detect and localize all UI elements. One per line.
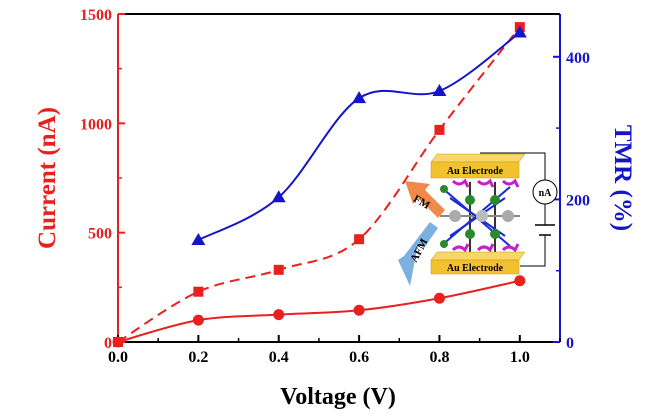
data-point-tmr: [512, 25, 527, 38]
afm-arrow-icon: [398, 222, 438, 286]
data-point-afm-current: [433, 292, 445, 304]
series-layer: [112, 22, 527, 348]
y-right-tick-label: 400: [566, 50, 590, 67]
top-electrode-face: [430, 153, 526, 163]
spin-icon: [501, 178, 520, 188]
y-left-tick-label: 1000: [80, 116, 112, 133]
y-right-tick-label: 200: [566, 192, 590, 209]
data-point-afm-current: [112, 336, 124, 348]
data-point-fm-current: [193, 286, 204, 297]
series-tmr: [191, 25, 527, 246]
circuit-wire: [480, 152, 546, 180]
bottom-electrode-label: Au Electrode: [447, 263, 504, 274]
x-tick-label: 0.2: [188, 349, 208, 366]
device-inset: nA Au Electrode: [398, 152, 558, 286]
data-point-tmr: [191, 233, 206, 246]
series-afm-current: [112, 275, 526, 348]
spin-icon: [476, 243, 495, 253]
bottom-electrode: [430, 259, 520, 275]
data-point-tmr: [271, 190, 286, 203]
axes: 0.0 0.2 0.4 0.6 0.8 1.0 0 500 1000 1500 0 200 400: [80, 7, 590, 366]
ammeter-label: nA: [539, 188, 553, 199]
spin-icon: [501, 243, 520, 253]
spin-icon: [451, 178, 470, 188]
series-line-tmr: [197, 31, 521, 241]
x-axis-title: Voltage (V): [280, 384, 396, 410]
y-left-tick-label: 500: [88, 226, 112, 243]
molecule-lattice: [440, 178, 520, 253]
bottom-electrode-face: [430, 251, 526, 261]
ammeter-icon: [532, 179, 558, 205]
x-tick-label: 1.0: [510, 349, 530, 366]
data-point-afm-current: [273, 309, 285, 321]
x-tick-label: 0.6: [349, 349, 369, 366]
series-fm-current: [113, 22, 525, 347]
y-left-tick-label: 0: [104, 335, 112, 352]
data-point-afm-current: [514, 275, 526, 287]
data-point-tmr: [352, 91, 367, 104]
series-line-afm-current: [117, 279, 521, 343]
top-electrode: [430, 161, 520, 179]
x-tick-label: 0.0: [108, 349, 128, 366]
fm-arrow-icon: [405, 181, 445, 218]
circuit-wire: [520, 235, 546, 267]
x-tick-label: 0.4: [269, 349, 289, 366]
data-point-fm-current: [273, 264, 284, 275]
data-point-tmr: [432, 84, 447, 97]
y-left-tick-label: 1500: [80, 7, 112, 24]
y-right-tick-label: 0: [566, 335, 574, 352]
y-left-axis-title: Current (nA): [34, 107, 61, 249]
data-point-fm-current: [354, 234, 365, 245]
top-electrode-label: Au Electrode: [447, 166, 504, 177]
x-tick-label: 0.8: [429, 349, 449, 366]
data-point-afm-current: [192, 314, 204, 326]
y-right-axis-title: TMR (%): [609, 125, 636, 231]
data-point-afm-current: [353, 304, 365, 316]
data-point-fm-current: [434, 124, 445, 135]
spin-icon: [476, 178, 495, 188]
spin-icon: [451, 243, 470, 253]
